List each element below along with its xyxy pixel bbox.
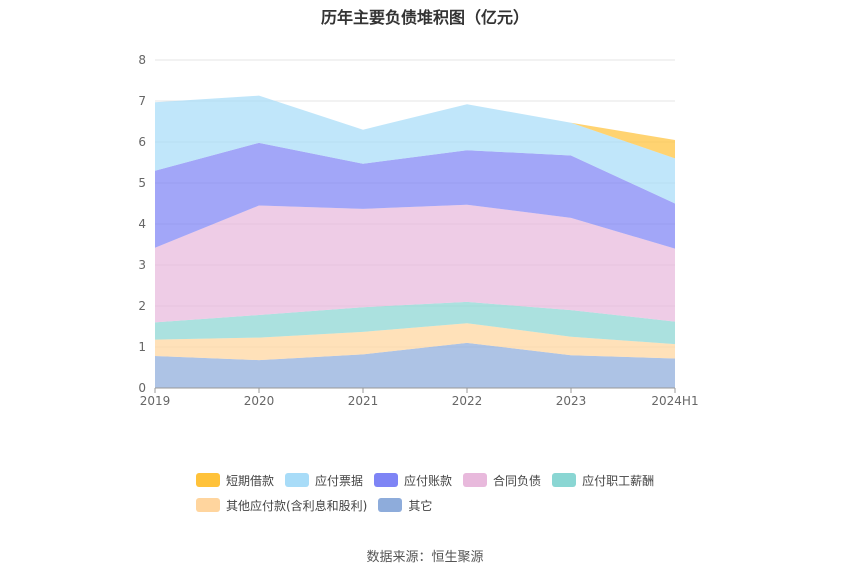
legend-label: 应付账款 xyxy=(404,473,453,488)
legend-item[interactable]: 应付职工薪酬 xyxy=(552,472,654,488)
legend-label: 短期借款 xyxy=(226,473,275,488)
legend-item[interactable]: 应付账款 xyxy=(374,472,452,488)
legend-item[interactable]: 合同负债 xyxy=(463,472,541,488)
y-tick-label: 0 xyxy=(138,381,146,395)
chart-title: 历年主要负债堆积图（亿元） xyxy=(320,8,529,27)
axes: 0 1 2 3 4 5 6 7 8 2019 2020 2021 2022 2023 2024H1 xyxy=(138,53,698,408)
y-tick-label: 7 xyxy=(138,94,146,108)
x-tick-label: 2020 xyxy=(244,394,275,408)
area-应付票据: 应付票据 xyxy=(155,95,675,204)
legend-swatch xyxy=(463,473,488,487)
legend-label: 应付票据 xyxy=(315,473,364,488)
x-tick-label: 2023 xyxy=(556,394,587,408)
stacked-area-chart: 其它其他应付款(含利息和股利)应付职工薪酬合同负债应付账款应付票据短期借款 0 1… xyxy=(138,53,698,408)
legend-swatch xyxy=(196,473,220,487)
y-tick-label: 3 xyxy=(138,258,146,272)
y-tick-label: 2 xyxy=(138,299,146,313)
area-合同负债: 合同负债 xyxy=(155,204,675,323)
legend-swatch xyxy=(196,498,220,512)
area-应付账款: 应付账款 xyxy=(155,142,675,249)
legend-label: 合同负债 xyxy=(493,473,542,488)
y-tick-label: 8 xyxy=(138,53,146,67)
y-tick-label: 6 xyxy=(138,135,146,149)
legend-item[interactable]: 其他应付款(含利息和股利) xyxy=(196,497,367,513)
legend-item[interactable]: 短期借款 xyxy=(196,472,274,488)
y-tick-label: 5 xyxy=(138,176,146,190)
legend: 短期借款 应付票据 应付账款 合同负债 应付职工薪酬其他应付款(含利息和股利) 其它 xyxy=(196,472,676,522)
legend-label: 其它 xyxy=(408,498,433,513)
legend-swatch xyxy=(378,498,403,512)
legend-swatch xyxy=(285,473,310,487)
y-tick-label: 1 xyxy=(138,340,146,354)
legend-label: 应付职工薪酬 xyxy=(582,473,655,488)
area-其他应付款(含利息和股利): 其他应付款(含利息和股利) xyxy=(155,323,675,361)
legend-swatch xyxy=(374,473,399,487)
legend-item[interactable]: 应付票据 xyxy=(285,472,363,488)
x-tick-label: 2021 xyxy=(348,394,379,408)
area-应付职工薪酬: 应付职工薪酬 xyxy=(155,301,675,345)
area-series-layer: 其它其他应付款(含利息和股利)应付职工薪酬合同负债应付账款应付票据短期借款 xyxy=(155,95,675,388)
legend-item[interactable]: 其它 xyxy=(378,497,432,513)
x-tick-label: 2022 xyxy=(452,394,483,408)
x-tick-label: 2019 xyxy=(140,394,171,408)
source-note: 数据来源：恒生聚源 xyxy=(366,550,484,565)
legend-swatch xyxy=(552,473,577,487)
x-tick-label: 2024H1 xyxy=(651,394,698,408)
area-其它: 其它 xyxy=(155,342,675,388)
legend-label: 其他应付款(含利息和股利) xyxy=(226,498,368,513)
y-tick-label: 4 xyxy=(138,217,146,231)
